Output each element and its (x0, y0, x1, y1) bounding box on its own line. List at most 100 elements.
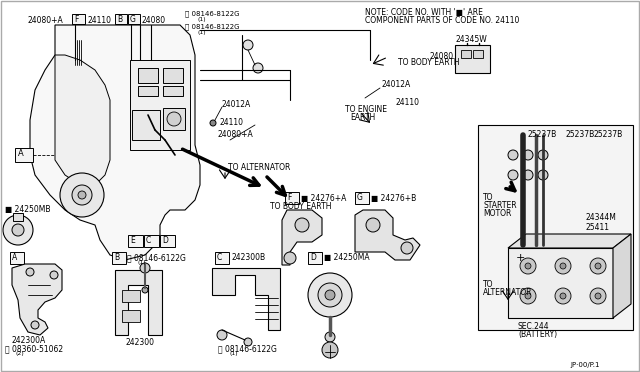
Circle shape (12, 224, 24, 236)
Circle shape (31, 321, 39, 329)
Circle shape (217, 330, 227, 340)
Circle shape (366, 218, 380, 232)
Text: TO: TO (483, 193, 493, 202)
Circle shape (72, 185, 92, 205)
Circle shape (560, 263, 566, 269)
Text: 25237B: 25237B (566, 130, 595, 139)
Text: 24080+A: 24080+A (27, 16, 63, 25)
Circle shape (295, 218, 309, 232)
Bar (285, 192, 299, 204)
Text: 24110: 24110 (87, 16, 111, 25)
Text: 24080+A: 24080+A (218, 130, 253, 139)
Text: 25411: 25411 (586, 223, 610, 232)
Text: (1): (1) (229, 351, 237, 356)
Polygon shape (355, 210, 420, 260)
Bar (508, 248, 613, 318)
Text: Ⓑ 08146-8122G: Ⓑ 08146-8122G (185, 23, 239, 30)
Text: D: D (162, 236, 168, 245)
Bar (122, 290, 140, 302)
Text: TO ENGINE: TO ENGINE (345, 105, 387, 114)
Text: COMPONENT PARTS OF CODE NO. 24110: COMPONENT PARTS OF CODE NO. 24110 (365, 16, 520, 25)
Text: ■ 24276+B: ■ 24276+B (371, 194, 416, 203)
Circle shape (78, 191, 86, 199)
Text: D: D (310, 253, 316, 262)
Bar (163, 108, 185, 130)
Circle shape (520, 288, 536, 304)
Text: STARTER: STARTER (483, 201, 516, 210)
Circle shape (243, 40, 253, 50)
Bar (355, 192, 369, 204)
Text: ■ 24250MB: ■ 24250MB (5, 205, 51, 214)
Text: 24110: 24110 (220, 118, 244, 127)
Polygon shape (282, 210, 322, 265)
Circle shape (508, 170, 518, 180)
Text: B: B (114, 253, 119, 262)
Text: 24080: 24080 (430, 52, 454, 61)
Text: ALTERNATOR: ALTERNATOR (483, 288, 532, 297)
Bar (13, 213, 23, 221)
Circle shape (26, 268, 34, 276)
Circle shape (142, 287, 148, 293)
Text: F: F (287, 193, 291, 202)
Circle shape (325, 290, 335, 300)
Circle shape (595, 263, 601, 269)
Text: Ⓢ 08146-6122G: Ⓢ 08146-6122G (127, 253, 186, 262)
Circle shape (560, 293, 566, 299)
Circle shape (525, 293, 531, 299)
Circle shape (523, 150, 533, 160)
Polygon shape (508, 234, 631, 248)
Text: TO BODY EARTH: TO BODY EARTH (270, 202, 332, 211)
Text: F: F (74, 15, 78, 24)
Text: E: E (130, 236, 135, 245)
Bar (132, 110, 160, 140)
Circle shape (555, 288, 571, 304)
Bar (138, 86, 158, 96)
Text: JP·00/P.1: JP·00/P.1 (570, 362, 600, 368)
Text: 24080: 24080 (142, 16, 166, 25)
Circle shape (308, 273, 352, 317)
Text: B: B (117, 15, 122, 24)
Text: 24345W: 24345W (455, 35, 487, 44)
Bar (308, 252, 322, 264)
Text: ■ 24250MA: ■ 24250MA (324, 253, 370, 262)
Bar (122, 310, 140, 322)
Polygon shape (30, 25, 200, 260)
Circle shape (508, 150, 518, 160)
Text: 242300B: 242300B (232, 253, 266, 262)
Polygon shape (212, 268, 280, 330)
Bar (215, 252, 229, 264)
Bar (144, 235, 159, 247)
Text: (BATTERY): (BATTERY) (518, 330, 557, 339)
Bar (130, 60, 190, 150)
Circle shape (325, 332, 335, 342)
Text: NOTE: CODE NO. WITH '■' ARE: NOTE: CODE NO. WITH '■' ARE (365, 8, 483, 17)
Circle shape (520, 258, 536, 274)
Circle shape (538, 170, 548, 180)
Text: Ⓑ 08146-8122G: Ⓑ 08146-8122G (185, 10, 239, 17)
Text: TO ALTERNATOR: TO ALTERNATOR (228, 163, 291, 172)
Bar (112, 252, 126, 264)
Circle shape (590, 288, 606, 304)
Text: Ⓢ 08360-51062: Ⓢ 08360-51062 (5, 344, 63, 353)
Circle shape (210, 120, 216, 126)
Bar (72, 14, 85, 24)
Circle shape (253, 63, 263, 73)
Circle shape (3, 215, 33, 245)
Circle shape (167, 112, 181, 126)
Text: G: G (130, 15, 136, 24)
Circle shape (590, 258, 606, 274)
Text: TO: TO (483, 280, 493, 289)
Text: 25237B: 25237B (528, 130, 557, 139)
Text: TO BODY EARTH: TO BODY EARTH (398, 58, 460, 67)
Circle shape (318, 283, 342, 307)
Text: Ⓢ 08146-6122G: Ⓢ 08146-6122G (218, 344, 277, 353)
Text: (2): (2) (16, 351, 25, 356)
Text: SEC.244: SEC.244 (518, 322, 550, 331)
Polygon shape (12, 264, 62, 335)
Text: MOTOR: MOTOR (483, 209, 511, 218)
Circle shape (595, 293, 601, 299)
Text: +: + (516, 253, 525, 263)
Bar (473, 50, 483, 58)
Text: 24012A: 24012A (382, 80, 412, 89)
Polygon shape (55, 55, 110, 185)
